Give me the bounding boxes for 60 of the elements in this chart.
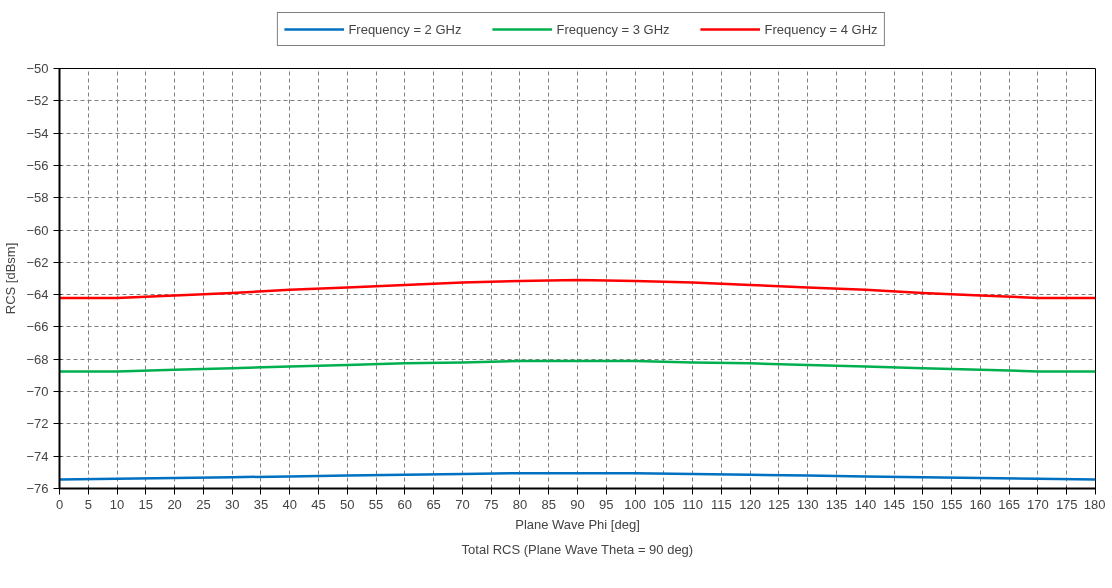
x-tick-label: 160: [969, 496, 992, 512]
x-tick-label: 85: [541, 496, 556, 512]
legend-label: Frequency = 3 GHz: [556, 21, 670, 37]
x-tick-label: 5: [84, 496, 92, 512]
x-tick-label: 100: [624, 496, 646, 512]
y-tick-label: −56: [26, 157, 49, 173]
x-tick-label: 65: [426, 496, 441, 512]
y-tick-label: −52: [26, 93, 49, 109]
x-tick-label: 120: [739, 496, 762, 512]
x-tick-label: 150: [911, 496, 934, 512]
x-tick-label: 165: [998, 496, 1021, 512]
x-tick-label: 55: [368, 496, 384, 512]
legend-label: Frequency = 2 GHz: [348, 21, 462, 37]
x-tick-label: 130: [796, 496, 819, 512]
x-tick-label: 140: [854, 496, 877, 512]
x-tick-label: 45: [311, 496, 326, 512]
y-tick-label: −66: [26, 319, 49, 335]
x-tick-label: 75: [483, 496, 499, 512]
y-tick-label: −64: [26, 287, 49, 303]
x-tick-label: 70: [455, 496, 470, 512]
x-tick-label: 155: [940, 496, 963, 512]
x-tick-label: 135: [825, 496, 848, 512]
line-series: [59, 359, 1096, 373]
x-tick-label: 50: [340, 496, 355, 512]
x-tick-label: 25: [196, 496, 211, 512]
x-tick-label: 170: [1027, 496, 1049, 512]
y-tick-label: −70: [26, 384, 49, 400]
y-tick-label: −62: [26, 254, 49, 270]
y-tick-label: −54: [26, 125, 49, 141]
x-tick-label: 35: [253, 496, 269, 512]
x-tick-label: 30: [224, 496, 240, 512]
x-tick-label: 105: [652, 496, 675, 512]
x-tick-label: 95: [599, 496, 614, 512]
x-tick-label: 60: [397, 496, 413, 512]
x-tick-label: 180: [1083, 496, 1106, 512]
y-tick-label: −68: [26, 351, 49, 367]
x-tick-label: 175: [1055, 496, 1078, 512]
legend-label: Frequency = 4 GHz: [764, 21, 878, 37]
x-tick-label: 20: [167, 496, 182, 512]
x-tick-label: 125: [768, 496, 790, 512]
line-series: [59, 278, 1096, 300]
x-tick-label: 15: [138, 496, 154, 512]
y-tick-label: −76: [26, 481, 49, 496]
y-tick-label: −50: [26, 61, 49, 76]
y-tick-label: −72: [26, 416, 49, 432]
x-tick-label: 80: [512, 496, 528, 512]
x-axis-title: Plane Wave Phi [deg]: [515, 516, 640, 532]
x-tick-label: 145: [883, 496, 905, 512]
line-series: [59, 471, 1096, 481]
y-tick-label: −74: [26, 448, 49, 464]
y-tick-label: −60: [26, 222, 49, 238]
x-tick-label: 0: [55, 496, 64, 512]
text: Total RCS (Plane Wave Theta = 90 deg): [461, 541, 694, 557]
x-tick-label: 40: [282, 496, 297, 512]
x-tick-label: 115: [711, 496, 732, 512]
y-tick-label: −58: [26, 190, 49, 206]
x-tick-label: 110: [682, 496, 703, 512]
x-tick-label: 90: [570, 496, 585, 512]
x-tick-label: 10: [109, 496, 125, 512]
y-axis-title: RCS [dBsm]: [3, 242, 19, 315]
